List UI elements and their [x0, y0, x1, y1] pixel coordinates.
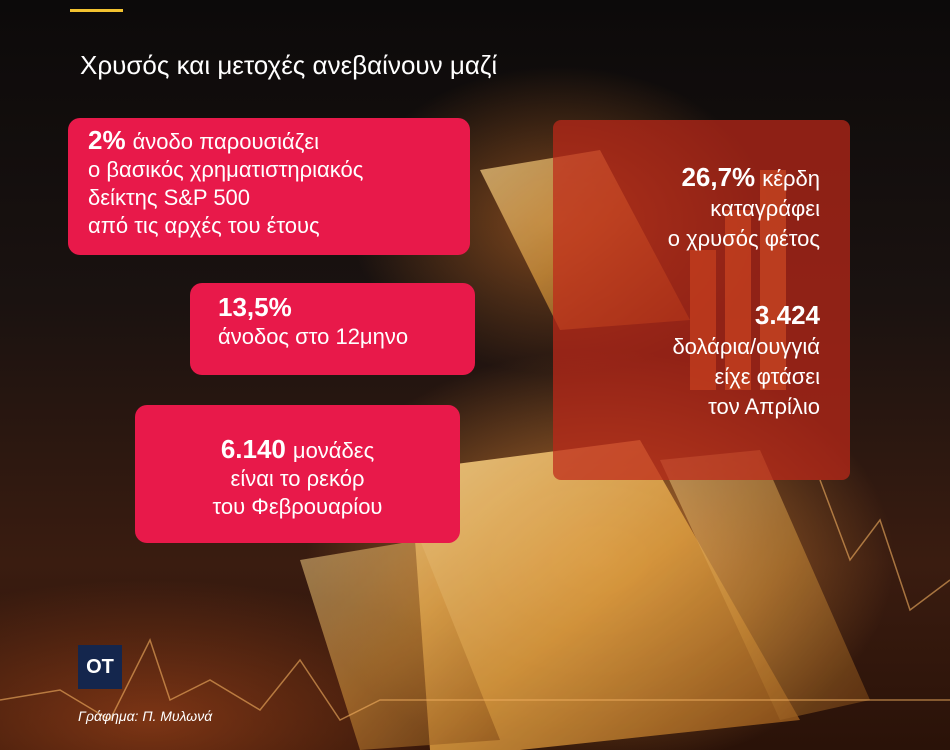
text-line: ο βασικός χρηματιστηριακός — [88, 156, 470, 184]
text: κέρδη — [762, 166, 820, 191]
text-line: 2% άνοδο παρουσιάζει — [88, 126, 470, 156]
text: είχε φτάσει — [714, 364, 821, 389]
fact-box: 6.140 μονάδες είναι το ρεκόρ του Φεβρουαρίο… — [135, 405, 460, 543]
text: ο βασικός χρηματιστηριακός — [88, 157, 364, 182]
highlight: 6.140 — [220, 434, 286, 464]
text: ο χρυσός φέτος — [667, 226, 820, 251]
highlight: 26,7% — [681, 162, 756, 192]
text-line: 13,5% — [218, 293, 475, 323]
text-line: άνοδος στο 12μηνο — [218, 323, 475, 351]
panel-group: 3.424 δολάρια/ουγγιά είχε φτάσει τον Απρίλι… — [553, 300, 820, 422]
text: από τις αρχές του έτους — [88, 213, 320, 238]
side-panel: 26,7% κέρδη καταγράφει ο χρυσός φέτος 3.424… — [553, 120, 850, 480]
text: άνοδο παρουσιάζει — [132, 129, 320, 154]
panel-group: 26,7% κέρδη καταγράφει ο χρυσός φέτος — [553, 162, 820, 254]
text-line: από τις αρχές του έτους — [88, 212, 470, 240]
text-line: τον Απρίλιο — [553, 392, 820, 422]
logo: ΟΤ — [78, 645, 122, 689]
fact-box: 13,5% άνοδος στο 12μηνο — [190, 283, 475, 375]
text-line: 26,7% κέρδη — [553, 162, 820, 194]
text-line: 3.424 — [553, 300, 820, 332]
text: άνοδος στο 12μηνο — [218, 324, 409, 349]
text-line: ο χρυσός φέτος — [553, 224, 820, 254]
text: τον Απρίλιο — [708, 394, 820, 419]
text-line: δείκτης S&P 500 — [88, 184, 470, 212]
highlight: 2% — [88, 125, 126, 155]
text-line: είναι το ρεκόρ — [135, 465, 460, 493]
text: μονάδες — [292, 438, 375, 463]
highlight: 3.424 — [754, 300, 820, 330]
text-line: 6.140 μονάδες — [135, 435, 460, 465]
text-line: είχε φτάσει — [553, 362, 821, 392]
text: δολάρια/ουγγιά — [672, 334, 820, 359]
text: του Φεβρουαρίου — [212, 494, 383, 519]
text: είναι το ρεκόρ — [230, 466, 365, 491]
credit: Γράφημα: Π. Μυλωνά — [78, 708, 213, 724]
highlight: 13,5% — [218, 292, 292, 322]
text-line: δολάρια/ουγγιά — [553, 332, 820, 362]
accent-bar — [70, 9, 123, 12]
text: καταγράφει — [710, 196, 820, 221]
text: δείκτης S&P 500 — [88, 185, 251, 210]
title: Χρυσός και μετοχές ανεβαίνουν μαζί — [80, 50, 498, 80]
fact-box: 2% άνοδο παρουσιάζει ο βασικός χρηματιστηρ… — [68, 118, 470, 255]
text-line: καταγράφει — [553, 194, 820, 224]
text-line: του Φεβρουαρίου — [135, 493, 460, 521]
